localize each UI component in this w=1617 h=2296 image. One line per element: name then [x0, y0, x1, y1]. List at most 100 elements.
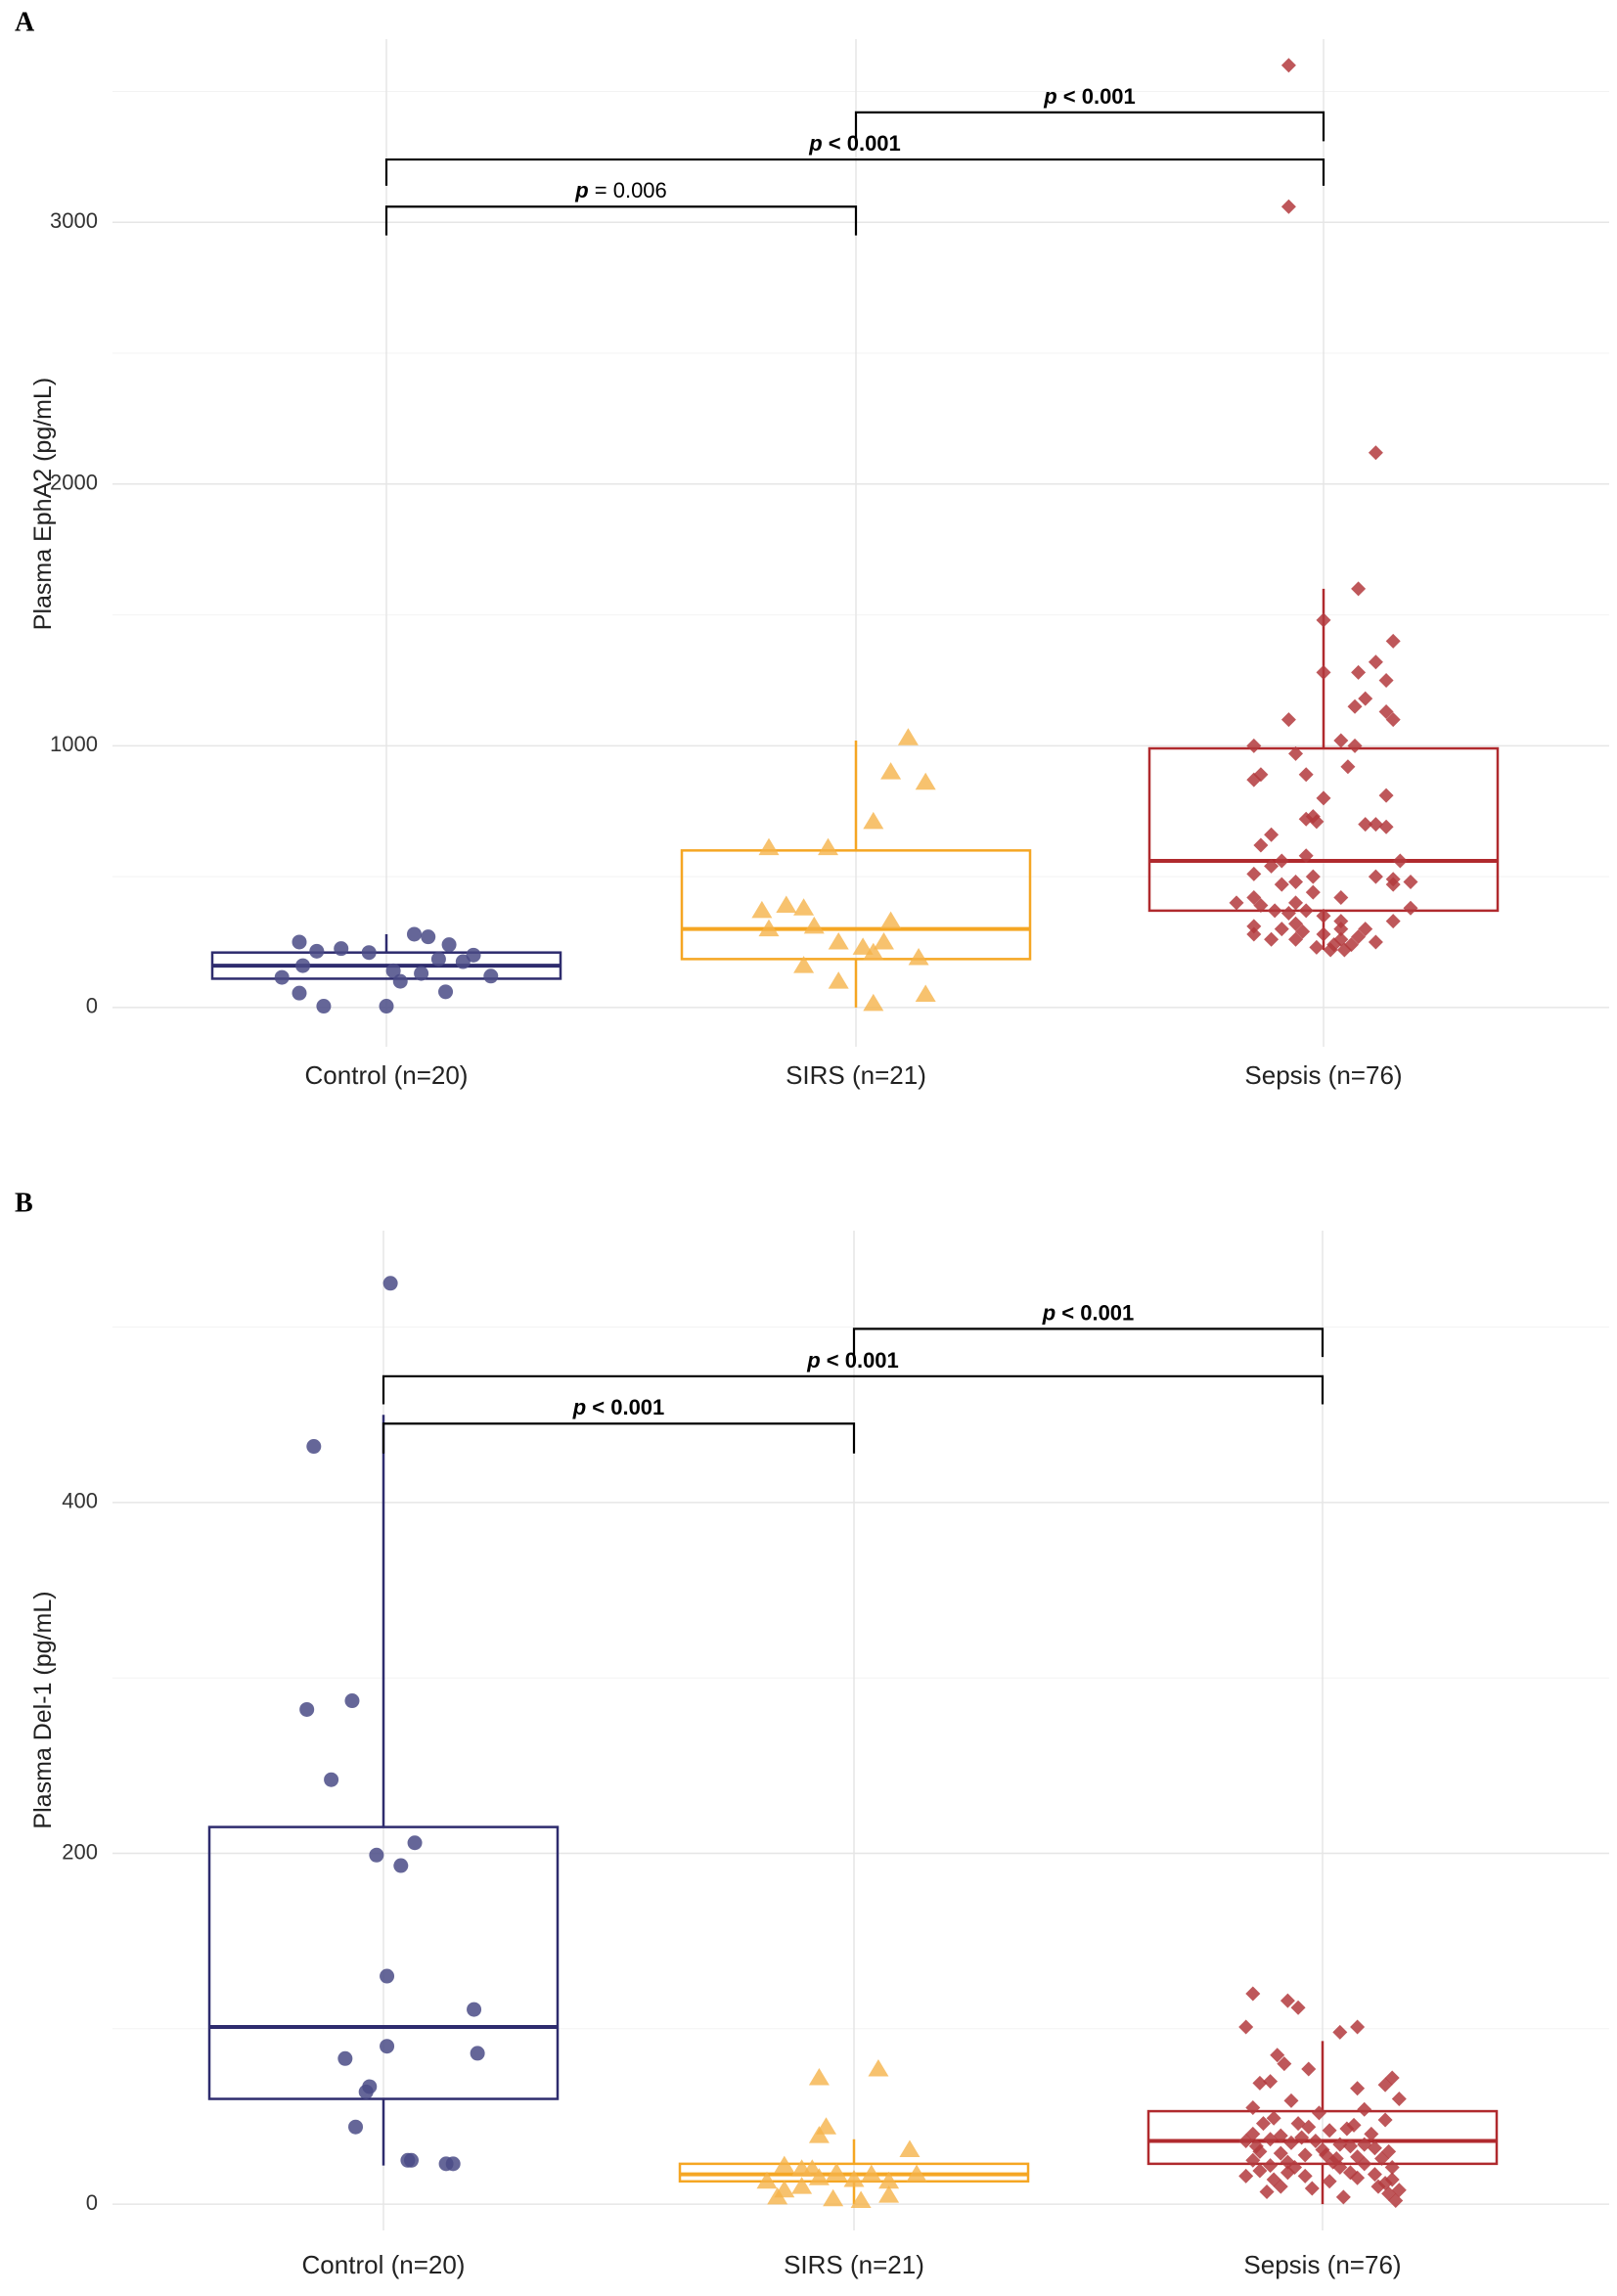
data-point-diamond	[1316, 908, 1331, 923]
x-category-label: SIRS (n=21)	[784, 2250, 924, 2279]
data-point-diamond	[1246, 919, 1262, 934]
p-value-label: p < 0.001	[806, 1348, 899, 1373]
data-point-diamond	[1333, 922, 1349, 937]
data-point-circle	[403, 2152, 419, 2168]
data-point-diamond	[1347, 698, 1363, 714]
data-point-diamond	[1253, 837, 1269, 853]
data-point-diamond	[1311, 2105, 1326, 2121]
data-point-circle	[274, 969, 290, 985]
data-point-circle	[430, 951, 446, 967]
data-point-triangle	[808, 2068, 830, 2086]
data-point-circle	[414, 966, 429, 981]
data-point-diamond	[1259, 2184, 1275, 2200]
data-point-circle	[309, 943, 325, 959]
data-point-triangle	[878, 2171, 900, 2189]
data-point-circle	[348, 2119, 364, 2135]
data-point-diamond	[1283, 2093, 1299, 2108]
data-point-diamond	[1297, 2147, 1313, 2163]
data-point-diamond	[1270, 2048, 1285, 2063]
data-point-diamond	[1374, 2150, 1390, 2166]
data-point-diamond	[1322, 2174, 1337, 2189]
data-point-diamond	[1316, 926, 1331, 942]
data-point-triangle	[808, 2168, 830, 2185]
data-point-diamond	[1288, 874, 1304, 889]
data-point-diamond	[1295, 923, 1311, 939]
p-value-label: p < 0.001	[572, 1395, 665, 1419]
significance-bracket: p = 0.006	[384, 178, 858, 236]
data-point-triangle	[915, 984, 936, 1002]
data-point-diamond	[1298, 767, 1314, 783]
data-point-circle	[470, 2046, 485, 2061]
data-point-diamond	[1263, 2074, 1279, 2090]
data-point-triangle	[793, 898, 815, 916]
data-point-diamond	[1315, 2142, 1330, 2158]
data-point-triangle	[852, 937, 874, 955]
data-point-circle	[344, 1693, 360, 1709]
significance-bracket: p < 0.001	[384, 131, 1325, 186]
data-point-diamond	[1357, 2101, 1372, 2117]
data-point-diamond	[1288, 916, 1304, 931]
data-point-diamond	[1336, 942, 1352, 958]
x-category-label: Sepsis (n=76)	[1244, 1060, 1402, 1090]
data-point-circle	[407, 1835, 423, 1851]
data-point-diamond	[1301, 2061, 1317, 2077]
data-point-circle	[324, 1772, 339, 1787]
significance-bracket: p < 0.001	[852, 1300, 1325, 1358]
data-point-diamond	[1378, 672, 1394, 688]
data-point-triangle	[906, 2164, 927, 2183]
data-point-diamond	[1288, 931, 1304, 947]
data-point-diamond	[1358, 922, 1373, 937]
data-point-diamond	[1328, 2150, 1344, 2166]
data-point-triangle	[823, 2188, 844, 2207]
y-tick-label: 200	[62, 1839, 98, 1864]
significance-bracket: p < 0.001	[382, 1395, 856, 1454]
p-value-text: = 0.006	[589, 178, 667, 203]
data-point-diamond	[1305, 884, 1321, 900]
p-value-text: < 0.001	[823, 131, 901, 156]
data-point-diamond	[1364, 2126, 1379, 2141]
data-point-triangle	[791, 2177, 813, 2194]
data-point-diamond	[1391, 2092, 1407, 2107]
y-axis-title: Plasma Del-1 (pg/mL)	[29, 1591, 57, 1828]
p-symbol: p	[808, 131, 822, 156]
data-point-circle	[483, 968, 499, 984]
significance-bracket: p < 0.001	[854, 84, 1325, 142]
data-point-diamond	[1385, 633, 1401, 649]
data-point-diamond	[1309, 814, 1325, 830]
data-point-diamond	[1246, 890, 1262, 906]
data-point-triangle	[826, 2162, 847, 2181]
data-point-triangle	[863, 942, 884, 961]
data-point-circle	[421, 929, 436, 945]
points-sirs	[756, 2059, 927, 2209]
data-point-diamond	[1280, 58, 1296, 73]
data-point-diamond	[1350, 2170, 1366, 2185]
data-point-diamond	[1264, 931, 1280, 947]
data-point-diamond	[1238, 2168, 1254, 2183]
x-category-label: Control (n=20)	[302, 2250, 466, 2279]
data-point-circle	[379, 999, 394, 1014]
data-point-triangle	[774, 2155, 795, 2174]
data-point-circle	[306, 1439, 322, 1455]
data-point-diamond	[1253, 898, 1269, 914]
data-point-circle	[292, 934, 307, 950]
bracket-line	[852, 1328, 1325, 1358]
data-point-triangle	[899, 2139, 921, 2158]
data-point-diamond	[1350, 2081, 1366, 2096]
data-point-diamond	[1246, 926, 1262, 942]
data-point-triangle	[861, 2164, 882, 2183]
y-tick-label: 2000	[50, 471, 98, 495]
points-control	[274, 926, 499, 1014]
data-point-diamond	[1274, 853, 1289, 869]
data-point-diamond	[1280, 1993, 1295, 2008]
data-point-triangle	[828, 931, 849, 950]
data-point-diamond	[1238, 2019, 1254, 2035]
y-tick-label: 0	[86, 994, 98, 1018]
data-point-diamond	[1346, 2117, 1362, 2133]
data-point-diamond	[1377, 2112, 1393, 2128]
y-tick-label: 3000	[50, 208, 98, 233]
p-value-text: < 0.001	[821, 1348, 899, 1373]
panel-label: A	[15, 7, 35, 37]
p-symbol: p	[1042, 1300, 1056, 1325]
data-point-diamond	[1367, 2140, 1382, 2156]
data-point-triangle	[868, 2059, 889, 2077]
